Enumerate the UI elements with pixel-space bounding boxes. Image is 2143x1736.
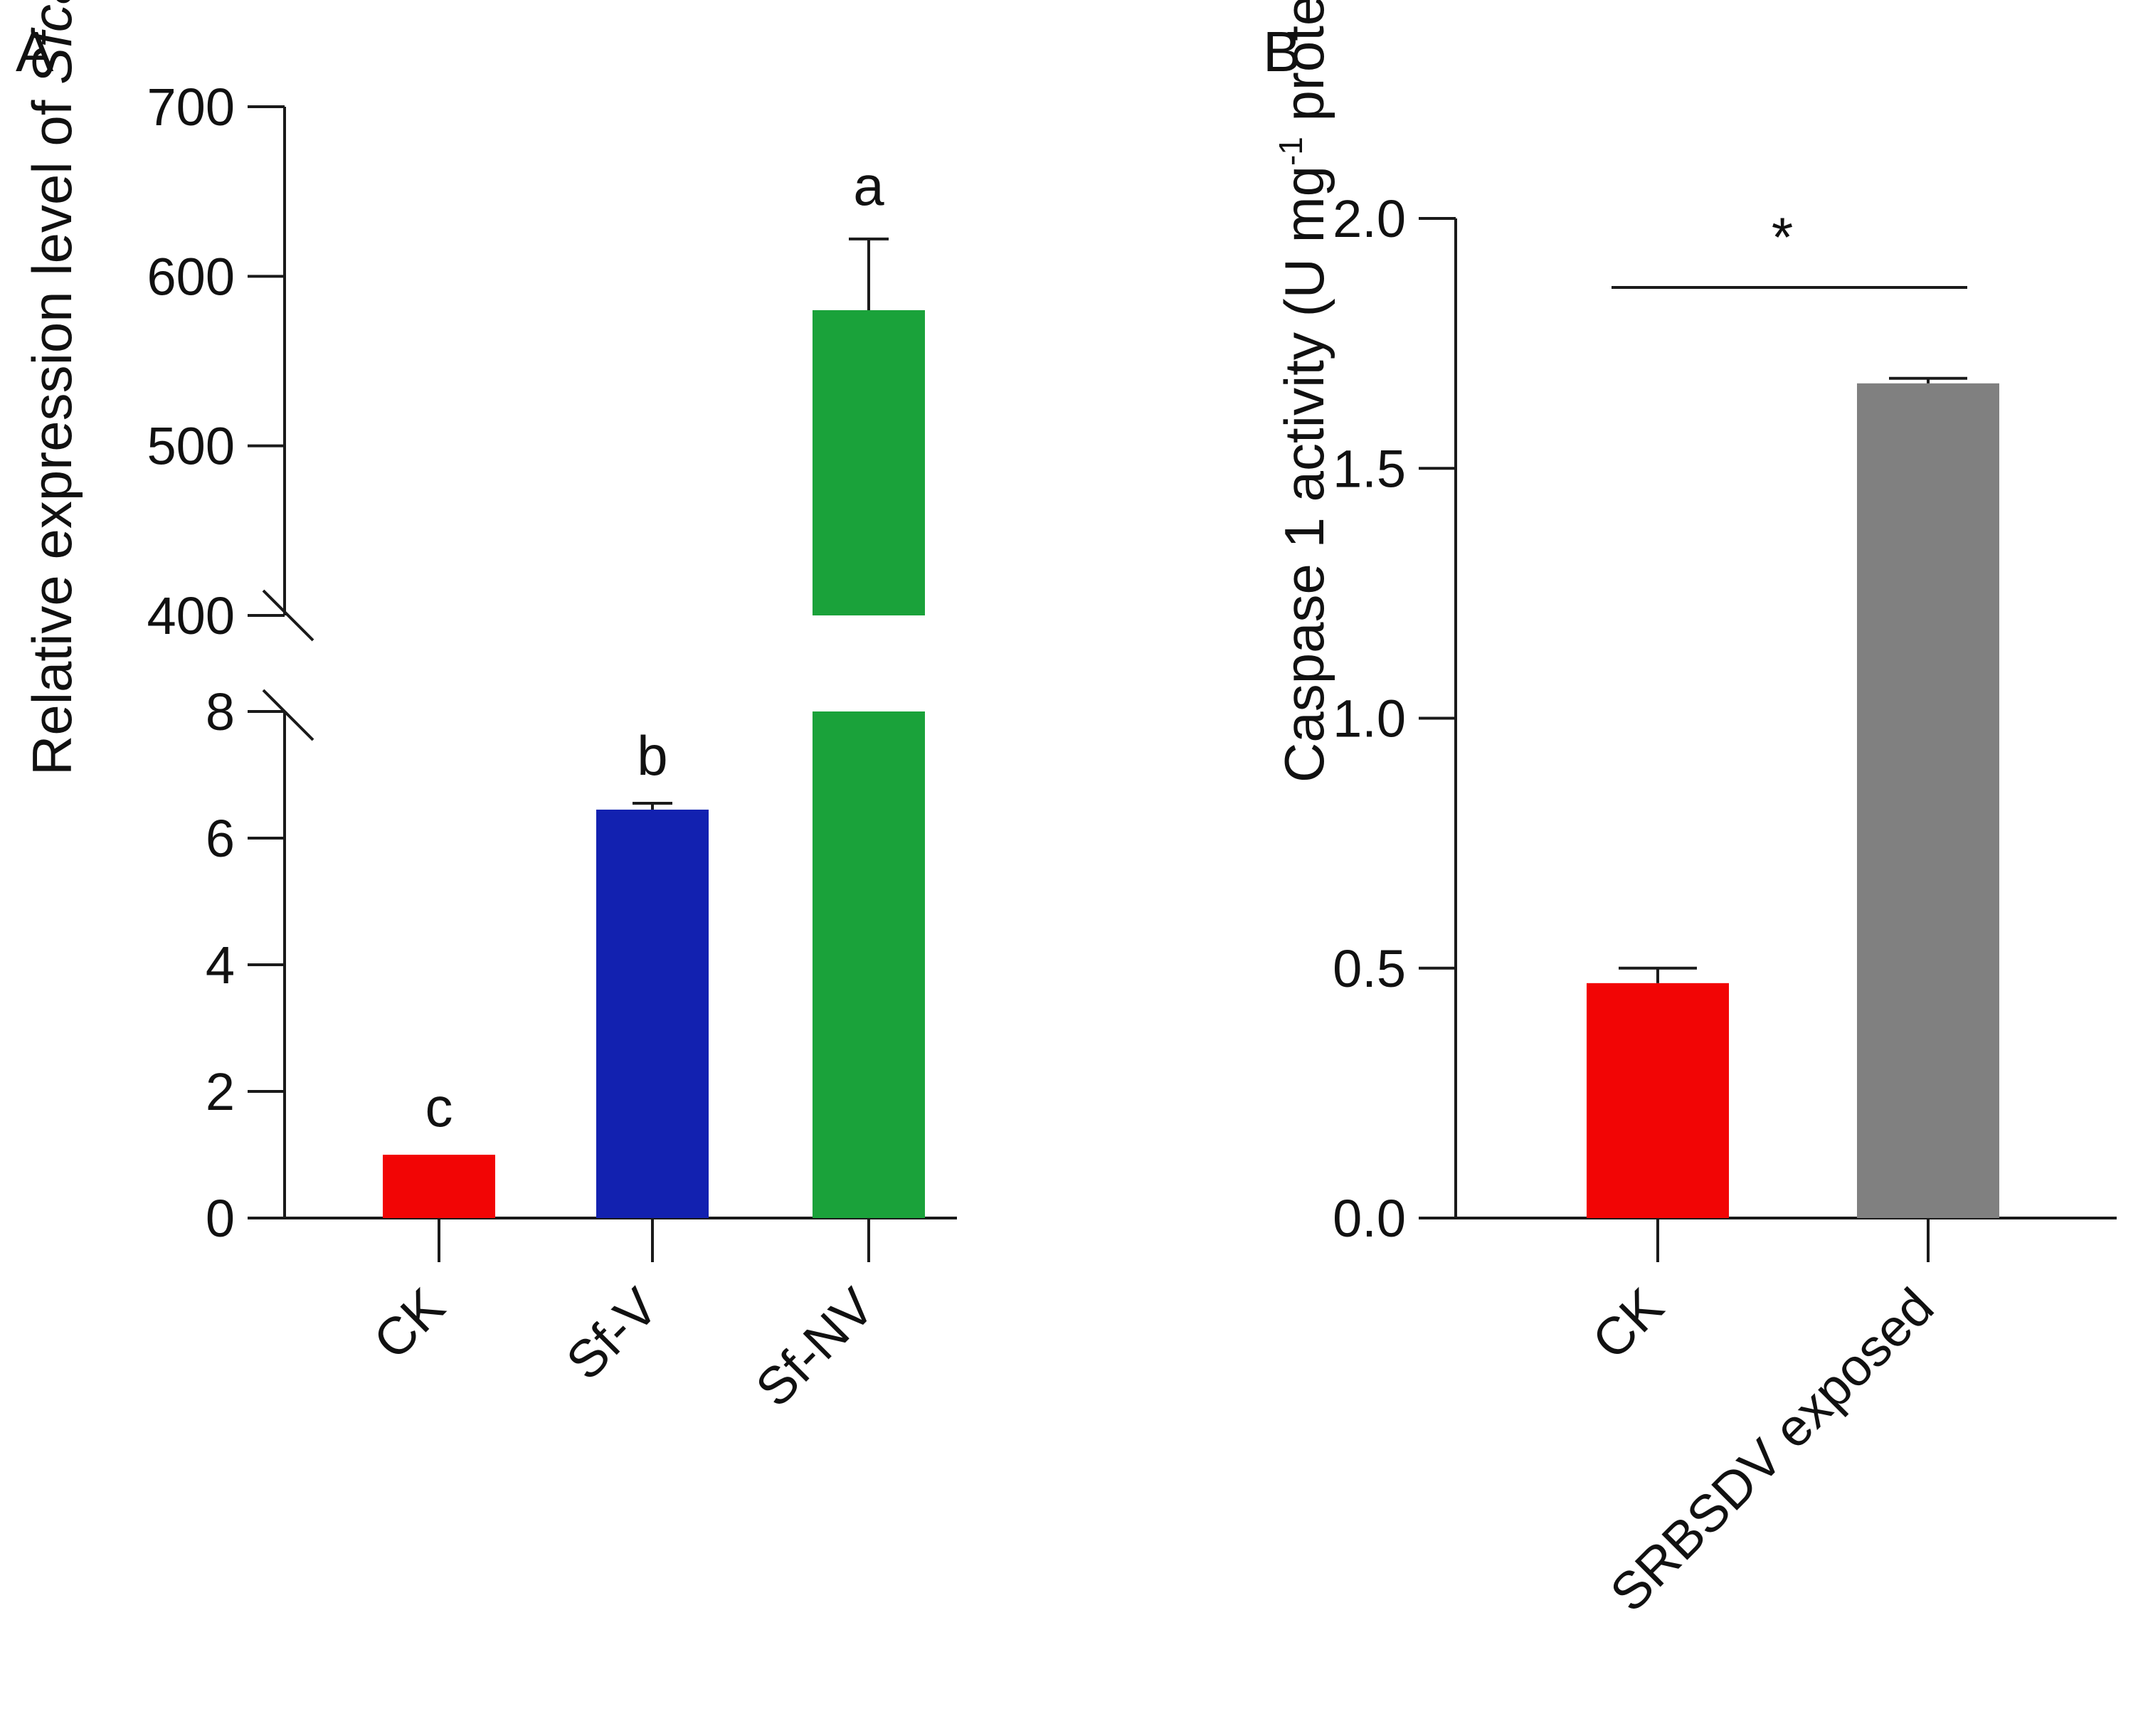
panel-a-letter: A [16,20,54,83]
panel-a-bars: c b a [383,154,925,1218]
panel-b-y-tick-label: 1.5 [1333,439,1406,498]
panel-a-y-tick-label: 4 [206,936,235,995]
panel-a-bar [813,310,925,615]
panel-b-y-axis-title: Caspase 1 activity (U mg-1 protein) [1272,0,1335,783]
panel-a-category-labels: CK Sf-V Sf-NV [362,1218,886,1418]
panel-a-y-tick-label: 8 [206,682,235,741]
panel-a-y-title-gene: Sfcas1 [21,0,83,85]
panel-b-y-tick-label: 2.0 [1333,189,1406,248]
panel-a: A Relative expression level of Sfcas1 0 2… [16,0,957,1418]
panel-b-significance-star: * [1772,206,1793,268]
panel-a-category-label: Sf-NV [744,1276,886,1418]
panel-a-y-tick-label: 400 [147,586,235,645]
panel-a-y-tick-label: 6 [206,809,235,868]
panel-a-axis-break-upper [262,589,314,642]
panel-a-bar [596,809,709,1218]
panel-a-y-tick-label: 2 [206,1062,235,1121]
panel-b-letter: B [1263,20,1301,83]
panel-a-significance-letter: b [637,724,667,787]
panel-b-y-title-end: protein) [1273,0,1335,137]
panel-a-y-tick-label: 0 [206,1189,235,1248]
panel-b-y-title-superscript: -1 [1272,137,1309,166]
panel-b-bars [1587,376,1999,1219]
panel-a-significance-letter: c [425,1076,453,1138]
panel-a-category-label: CK [362,1277,455,1370]
panel-a-axis-break-lower [262,689,314,741]
panel-b-y-tick-label: 1.0 [1333,689,1406,748]
panel-b-significance: * [1612,206,1967,289]
panel-a-y-tick-label: 500 [147,417,235,476]
panel-b-bar [1587,983,1729,1218]
panel-a-y-axis-title: Relative expression level of Sfcas1 [21,0,83,776]
panel-b-y-tick-label: 0.0 [1333,1189,1406,1248]
panel-b: B Caspase 1 activity (U mg-1 protein) 0.… [1263,0,2117,1623]
svg-text:Caspase 1 activity (U mg-1 pr: Caspase 1 activity (U mg-1 protein) [1272,0,1335,783]
svg-text:Relative expression level of: Relative expression level of Sfcas1 [21,0,83,776]
panel-a-y-tick-label: 600 [147,247,235,306]
panel-b-bar [1857,383,1999,1219]
panel-b-category-label: CK [1581,1277,1674,1370]
panel-a-bar [383,1155,495,1218]
panel-b-y-title-main: Caspase 1 activity (U mg [1273,166,1335,783]
panel-a-y-title-prefix: Relative expression level of [21,85,83,776]
panel-a-y-tick-label: 700 [147,78,235,137]
panel-b-y-tick-label: 0.5 [1333,939,1406,998]
panel-b-axes: 0.0 0.5 1.0 1.5 2.0 [1333,189,2117,1248]
panel-a-significance-letter: a [853,154,884,217]
panel-a-category-label: Sf-V [555,1276,670,1391]
panel-a-bar-lower-part [813,711,925,1218]
